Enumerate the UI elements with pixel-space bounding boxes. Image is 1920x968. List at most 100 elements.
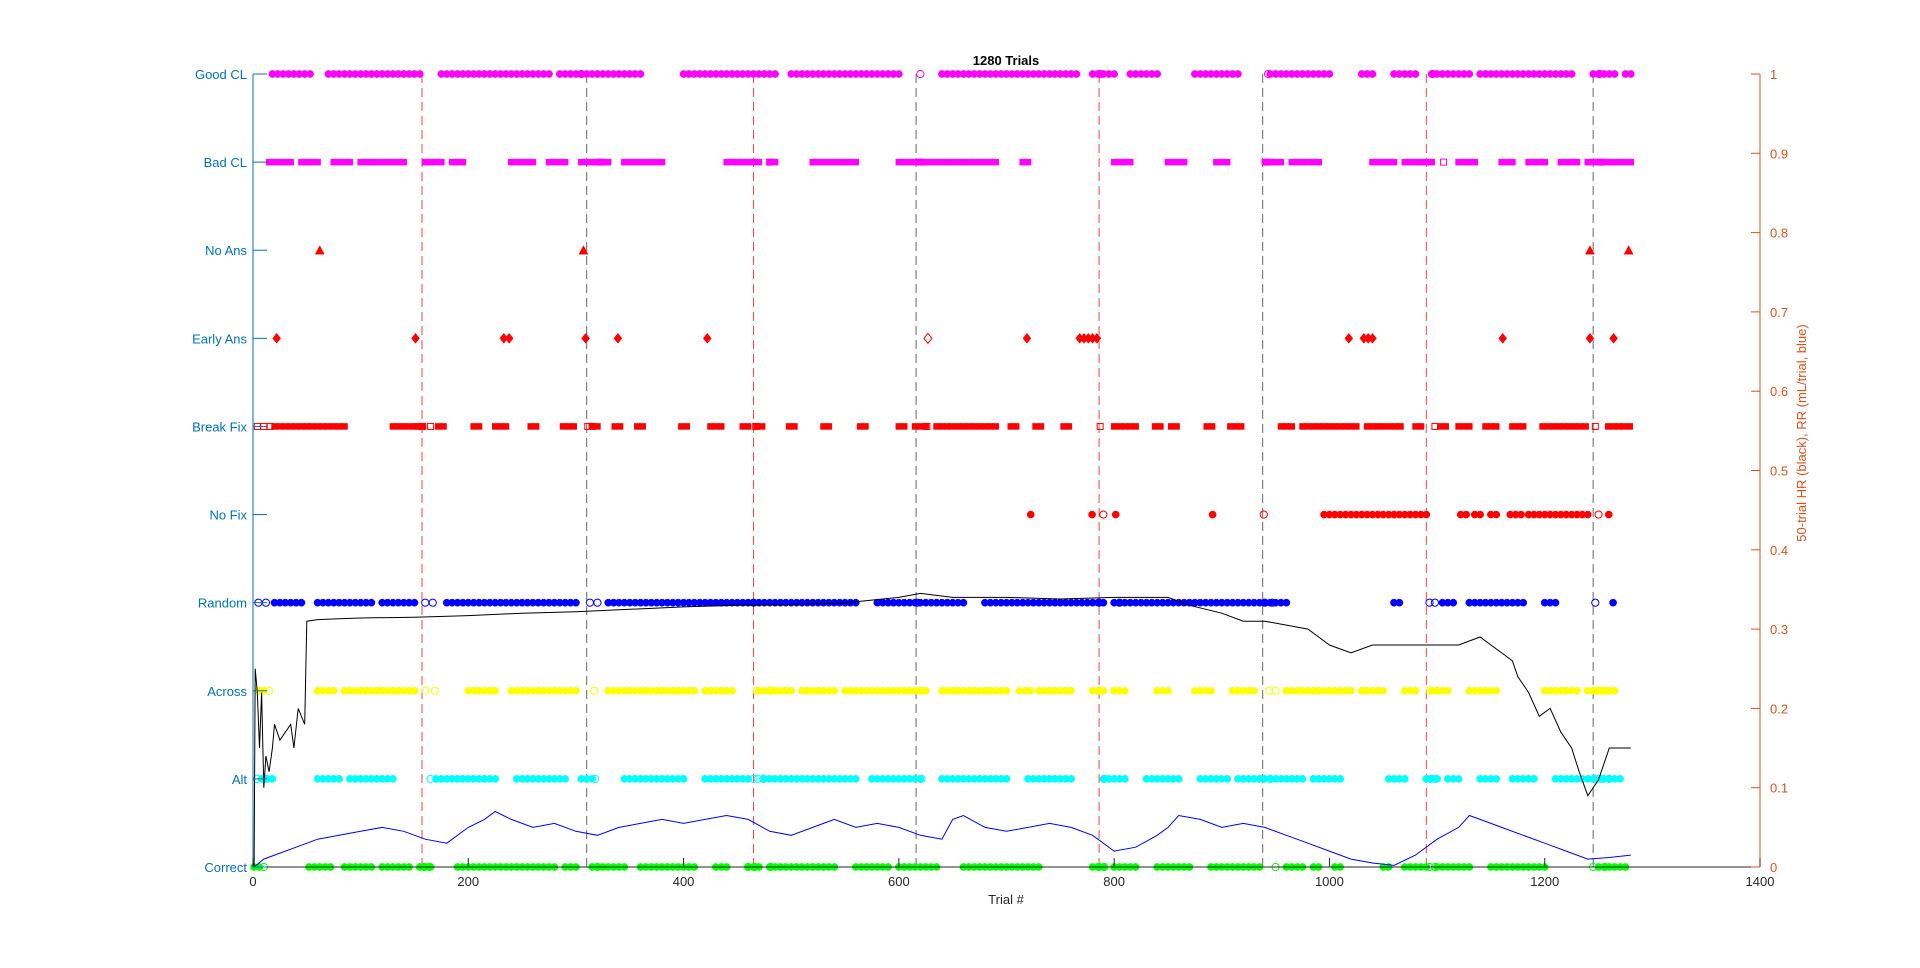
marker-break-fix (1493, 423, 1500, 430)
marker-break-fix-open (1431, 422, 1439, 430)
marker-break-fix (987, 423, 994, 430)
marker-break-fix (1203, 423, 1210, 430)
marker-break-fix (319, 423, 327, 430)
marker-break-fix (1007, 423, 1015, 430)
marker-bad-cl (1530, 158, 1538, 166)
marker-break-fix (1380, 423, 1387, 430)
marker-break-fix (1353, 423, 1360, 430)
right-tick-label: 0.4 (1770, 543, 1788, 558)
marker-no-fix (1462, 510, 1470, 519)
marker-bad-cl (282, 158, 289, 166)
marker-alt-open (1605, 774, 1614, 783)
marker-bad-cl (1385, 158, 1392, 166)
marker-bad-cl (1541, 158, 1548, 166)
marker-break-fix (1571, 423, 1579, 430)
marker-break-fix (594, 423, 601, 430)
marker-good-cl (1072, 70, 1081, 78)
marker-bad-cl (744, 158, 752, 166)
marker-break-fix (271, 423, 278, 430)
marker-random-open (585, 598, 595, 607)
marker-bad-cl (1406, 158, 1414, 166)
marker-bad-cl (1455, 158, 1462, 166)
marker-break-fix (1566, 423, 1573, 430)
marker-break-fix (1151, 423, 1159, 430)
marker-bad-cl (927, 158, 935, 166)
marker-good-cl-open (916, 69, 925, 79)
marker-bad-cl (1213, 158, 1220, 166)
marker-bad-cl (1568, 158, 1575, 166)
marker-across (1443, 686, 1452, 695)
marker-bad-cl (728, 158, 736, 166)
marker-bad-cl (1595, 158, 1602, 166)
marker-break-fix (992, 423, 999, 430)
marker-bad-cl (1498, 158, 1505, 166)
marker-break-fix (395, 423, 402, 430)
marker-break-fix (1487, 423, 1495, 430)
x-tick-label: 200 (457, 874, 479, 889)
marker-early-ans (272, 332, 282, 344)
marker-alt (1616, 775, 1624, 783)
marker-early-ans (504, 332, 514, 344)
marker-break-fix (588, 423, 596, 430)
marker-across (572, 686, 580, 695)
marker-break-fix (298, 423, 305, 430)
series-no-fix (1026, 510, 1613, 519)
marker-random (851, 598, 860, 607)
marker-break-fix (1615, 423, 1623, 430)
marker-across-open (1096, 686, 1105, 695)
marker-break-fix (1336, 423, 1344, 430)
marker-bad-cl (954, 158, 962, 166)
marker-break-fix (707, 423, 714, 430)
marker-bad-cl (1627, 158, 1635, 166)
marker-bad-cl (831, 158, 838, 166)
marker-bad-cl (1573, 158, 1581, 166)
marker-bad-cl (1525, 158, 1532, 166)
marker-bad-cl (750, 158, 757, 166)
marker-break-fix (960, 423, 967, 430)
marker-bad-cl (648, 158, 655, 166)
marker-break-fix (405, 423, 413, 430)
marker-break-fix (287, 423, 294, 430)
marker-break-fix (1116, 423, 1123, 430)
marker-good-cl (1567, 70, 1576, 78)
marker-across (1002, 686, 1011, 695)
chart-title: 1280 Trials (973, 53, 1040, 68)
marker-break-fix (634, 423, 641, 430)
marker-break-fix-open (427, 422, 435, 430)
marker-break-fix (1173, 423, 1180, 430)
marker-break-fix (933, 423, 940, 430)
marker-break-fix (758, 423, 766, 430)
marker-random-open (1430, 598, 1440, 607)
marker-alt (335, 775, 343, 783)
marker-bad-cl (906, 158, 913, 166)
marker-break-fix (400, 423, 407, 430)
marker-break-fix (1610, 423, 1617, 430)
marker-good-cl (306, 70, 314, 78)
marker-good-cl-open (1263, 69, 1273, 79)
marker-random (367, 598, 376, 607)
right-tick-label: 0.6 (1770, 384, 1788, 399)
marker-bad-cl (1380, 158, 1387, 166)
marker-random (1282, 598, 1291, 607)
x-tick-label: 800 (1103, 874, 1125, 889)
marker-bad-cl (362, 158, 370, 166)
marker-bad-cl (400, 158, 407, 166)
marker-bad-cl-open (597, 158, 605, 166)
marker-break-fix (1288, 423, 1296, 430)
marker-good-cl (895, 70, 903, 78)
marker-bad-cl (303, 158, 311, 166)
marker-break-fix (1576, 423, 1584, 430)
marker-alt (1298, 775, 1307, 783)
marker-bad-cl (658, 158, 666, 166)
marker-break-fix (502, 423, 510, 430)
right-tick-label: 0.2 (1770, 701, 1788, 716)
marker-no-ans (1623, 245, 1634, 255)
marker-bad-cl (1299, 158, 1306, 166)
marker-bad-cl (1315, 158, 1322, 166)
marker-bad-cl (556, 158, 564, 166)
marker-alt (679, 775, 688, 783)
marker-across-open (1432, 686, 1442, 695)
marker-no-fix (1517, 510, 1525, 519)
marker-alt (1336, 775, 1345, 783)
marker-random-open (1591, 598, 1600, 607)
